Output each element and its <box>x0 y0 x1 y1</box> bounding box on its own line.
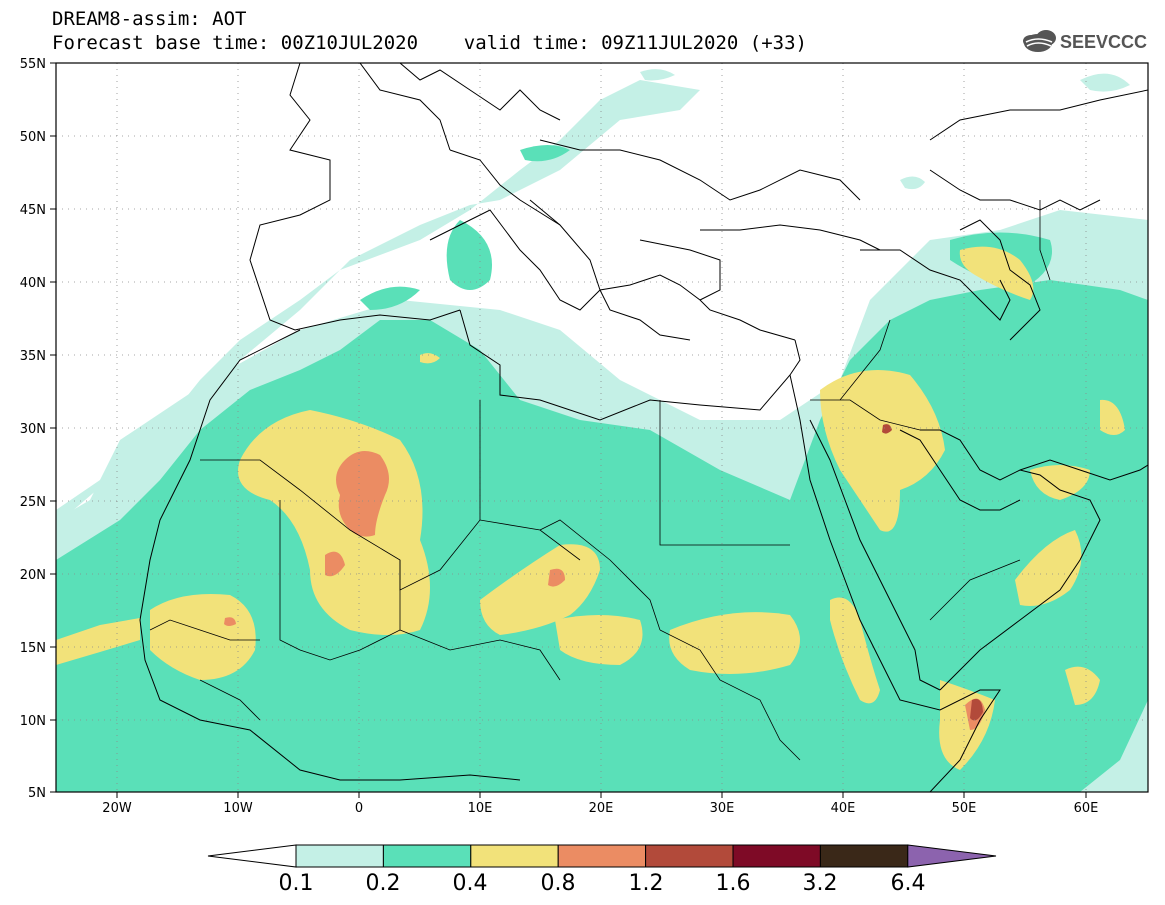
lat-tick-label: 55N <box>20 57 46 72</box>
lat-tick-label: 5N <box>28 786 46 801</box>
lon-tick-label: 30E <box>710 801 735 816</box>
lat-tick-label: 25N <box>20 495 46 510</box>
lat-tick-label: 30N <box>20 422 46 437</box>
lat-tick-label: 10N <box>20 714 46 729</box>
country-borders <box>149 200 1051 761</box>
lon-tick-label: 20E <box>589 801 614 816</box>
tick-marks <box>50 62 1087 798</box>
lon-tick-label: 20W <box>102 801 132 816</box>
lat-tick-label: 20N <box>20 568 46 583</box>
map-title: DREAM8-assim: AOT <box>52 8 247 30</box>
forecast-time: Forecast base time: 00Z10JUL2020 valid t… <box>52 32 807 54</box>
lat-tick-label: 50N <box>20 130 46 145</box>
logo-text: SEEVCCC <box>1060 32 1147 52</box>
cloud-icon <box>1023 30 1056 52</box>
coastlines <box>139 63 1148 792</box>
lat-tick-label: 45N <box>20 203 46 218</box>
lat-tick-label: 35N <box>20 349 46 364</box>
lon-tick-label: 40E <box>831 801 856 816</box>
lat-tick-label: 40N <box>20 276 46 291</box>
lat-tick-label: 15N <box>20 641 46 656</box>
graticule <box>56 63 1148 792</box>
lon-tick-label: 10E <box>468 801 493 816</box>
lon-tick-label: 0 <box>355 801 363 816</box>
seevccc-logo: SEEVCCC <box>1023 30 1147 52</box>
lon-tick-label: 10W <box>223 801 253 816</box>
aot-field <box>56 69 1148 792</box>
lon-tick-label: 60E <box>1074 801 1099 816</box>
lon-tick-label: 50E <box>952 801 977 816</box>
